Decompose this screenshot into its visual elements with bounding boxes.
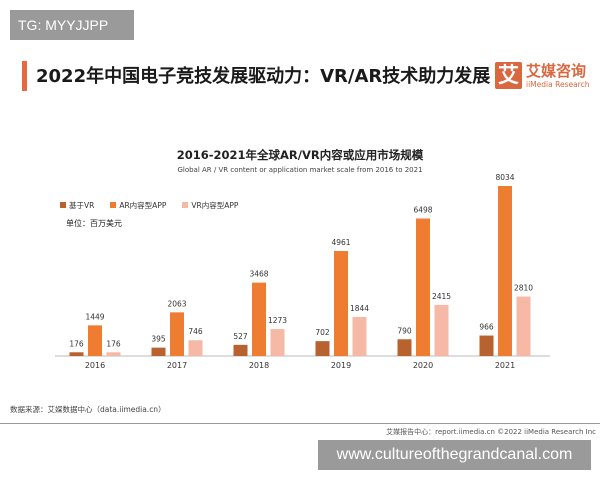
x-tick-label: 2016 bbox=[85, 361, 105, 370]
x-tick-label: 2018 bbox=[249, 361, 269, 370]
data-label: 176 bbox=[106, 339, 121, 348]
watermark: www.cultureofthegrandcanal.com bbox=[318, 440, 591, 470]
bar bbox=[498, 186, 512, 356]
x-tick-label: 2021 bbox=[495, 361, 515, 370]
data-label: 6498 bbox=[413, 206, 432, 215]
legend-label: VR内容型APP bbox=[191, 201, 239, 210]
title-accent bbox=[22, 61, 27, 91]
legend-label: 基于VR bbox=[69, 201, 95, 210]
bar bbox=[516, 296, 531, 356]
data-label: 176 bbox=[69, 339, 84, 348]
data-label: 2415 bbox=[432, 292, 451, 301]
x-tick-label: 2020 bbox=[413, 361, 433, 370]
logo-name: 艾媒咨询 bbox=[526, 62, 587, 80]
bar bbox=[88, 325, 102, 356]
logo-name-en: iiMedia Research bbox=[526, 80, 590, 89]
data-label: 527 bbox=[233, 332, 248, 341]
legend-item: 基于VR bbox=[60, 200, 94, 211]
data-label: 1449 bbox=[85, 312, 104, 321]
bar bbox=[434, 304, 449, 356]
bar bbox=[188, 340, 203, 356]
x-tick-label: 2019 bbox=[331, 361, 351, 370]
tag-label: TG: MYYJJPP bbox=[10, 10, 134, 40]
bar bbox=[270, 329, 285, 356]
data-label: 2063 bbox=[167, 299, 186, 308]
data-label: 4961 bbox=[331, 238, 350, 247]
data-label: 2810 bbox=[514, 284, 533, 293]
logo-mark: 艾 bbox=[495, 62, 522, 89]
bar bbox=[352, 316, 367, 356]
bar bbox=[69, 352, 84, 356]
bar bbox=[416, 218, 430, 356]
data-label: 3468 bbox=[249, 270, 268, 279]
bar bbox=[233, 344, 248, 356]
bar bbox=[151, 347, 166, 356]
bar bbox=[106, 352, 121, 356]
bar bbox=[334, 251, 348, 356]
bar bbox=[170, 312, 184, 356]
legend-item: VR内容型APP bbox=[182, 200, 238, 211]
data-label: 395 bbox=[151, 335, 166, 344]
legend-label: AR内容型APP bbox=[119, 201, 167, 210]
bar bbox=[252, 282, 266, 356]
legend-swatch bbox=[110, 202, 117, 208]
source-note: 数据来源：艾媒数据中心（data.iimedia.cn） bbox=[10, 405, 166, 414]
data-label: 746 bbox=[188, 327, 203, 336]
chart-title: 2016-2021年全球AR/VR内容或应用市场规模 bbox=[176, 148, 424, 162]
data-label: 966 bbox=[479, 323, 494, 332]
data-label: 8034 bbox=[495, 173, 514, 182]
chart-subtitle: Global AR / VR content or application ma… bbox=[177, 166, 423, 174]
legend-swatch bbox=[60, 202, 66, 208]
bar bbox=[315, 341, 330, 356]
data-label: 702 bbox=[315, 328, 330, 337]
x-tick-label: 2017 bbox=[167, 361, 187, 370]
legend-item: AR内容型APP bbox=[110, 200, 166, 211]
bar bbox=[479, 335, 494, 356]
legend-swatch bbox=[182, 202, 189, 208]
data-label: 1844 bbox=[350, 304, 369, 313]
unit-label: 单位：百万美元 bbox=[66, 219, 122, 228]
bar bbox=[397, 339, 412, 356]
legend: 基于VR AR内容型APP VR内容型APP bbox=[60, 200, 238, 211]
data-label: 790 bbox=[397, 326, 412, 335]
page-title: 2022年中国电子竞技发展驱动力：VR/AR技术助力发展 bbox=[36, 66, 491, 87]
data-label: 1273 bbox=[268, 316, 287, 325]
footer-credit: 艾媒报告中心：report.iimedia.cn ©2022 iiMedia R… bbox=[386, 428, 596, 436]
divider bbox=[0, 423, 600, 424]
